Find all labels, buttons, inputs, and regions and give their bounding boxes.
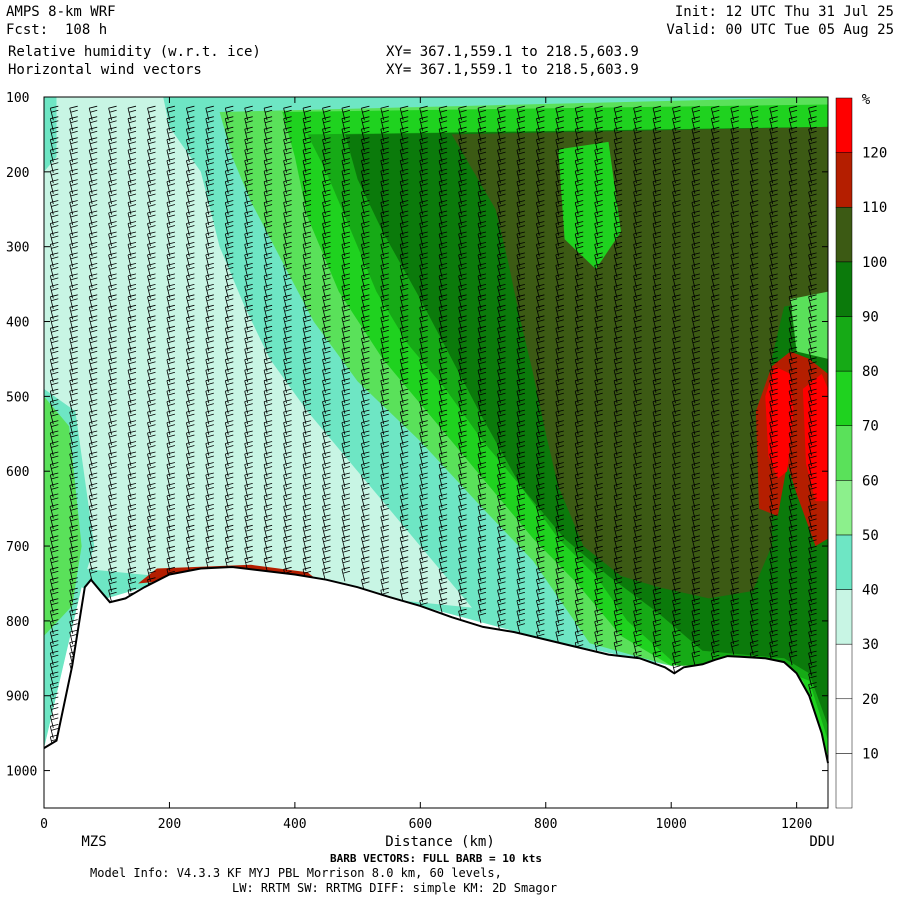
- y-tick-label: 1000: [6, 765, 37, 780]
- colorbar-tick-label: 30: [862, 637, 879, 653]
- colorbar-swatch: [835, 643, 853, 700]
- y-tick-label: 900: [6, 690, 29, 705]
- colorbar-tick-label: 60: [862, 473, 879, 489]
- wind-barb: [263, 556, 273, 571]
- wind-barb: [341, 566, 351, 582]
- y-tick-label: 400: [6, 316, 29, 331]
- y-tick-label: 100: [6, 91, 29, 106]
- x-tick-label: 1000: [656, 817, 687, 832]
- field-label-wind: Horizontal wind vectors: [8, 62, 202, 78]
- barb-caption: BARB VECTORS: FULL BARB = 10 kts: [330, 852, 542, 865]
- plot-frame: [43, 96, 829, 809]
- colorbar-swatch: [835, 534, 853, 590]
- field-label-rh: Relative humidity (w.r.t. ice): [8, 44, 261, 60]
- colorbar-swatch: [835, 480, 853, 536]
- colorbar-tick-label: 90: [862, 309, 879, 325]
- x-tick-label: 600: [409, 817, 432, 832]
- wind-barb: [788, 650, 798, 666]
- y-tick-label: 800: [6, 615, 29, 630]
- physics-info: LW: RRTM SW: RRTMG DIFF: simple KM: 2D S…: [232, 881, 557, 895]
- wind-barb: [808, 682, 817, 697]
- colorbar-swatch: [835, 753, 853, 809]
- x-tick-label: 400: [283, 817, 306, 832]
- rh-band-60-70: [790, 291, 828, 359]
- y-tick-label: 200: [6, 166, 29, 181]
- left-endpoint-label: MZS: [81, 834, 106, 850]
- colorbar-tick-label: 50: [862, 528, 879, 544]
- wind-barb: [516, 619, 526, 634]
- colorbar-tick-label: 40: [862, 583, 879, 599]
- x-tick-label: 1200: [781, 817, 812, 832]
- terrain-fill: [44, 567, 828, 808]
- wind-barb: [730, 640, 739, 655]
- colorbar-swatch: [835, 261, 853, 317]
- model-info: Model Info: V4.3.3 KF MYJ PBL Morrison 8…: [90, 866, 502, 880]
- y-tick-label: 600: [6, 465, 29, 480]
- wind-barb: [613, 640, 623, 655]
- colorbar-tick-label: 10: [862, 746, 879, 762]
- rh-band-above-120: [802, 373, 828, 502]
- colorbar-swatch: [835, 425, 853, 481]
- x-tick-label: 0: [40, 817, 48, 832]
- wind-barb: [438, 598, 448, 613]
- xy-range-2: XY= 367.1,559.1 to 218.5,603.9: [386, 62, 639, 78]
- terrain-surface-line: [43, 565, 829, 764]
- wind-barb: [186, 556, 195, 571]
- colorbar-tick-label: 20: [862, 692, 879, 708]
- wind-barb: [108, 587, 117, 603]
- wind-barb: [691, 650, 701, 666]
- model-title: AMPS 8-km WRF: [6, 4, 116, 20]
- y-tick-label: 500: [6, 390, 29, 405]
- rh-band-100-110: [451, 126, 828, 599]
- colorbar-tick-label: 100: [862, 255, 887, 271]
- colorbar-unit: %: [862, 92, 871, 108]
- colorbar-swatch: [835, 698, 853, 754]
- x-axis-label: Distance (km): [385, 834, 495, 850]
- x-tick-label: 800: [534, 817, 557, 832]
- right-endpoint-label: DDU: [809, 834, 834, 850]
- colorbar-tick-label: 120: [862, 146, 887, 162]
- colorbar-tick-label: 70: [862, 419, 879, 435]
- rh-band-40-50: [81, 568, 829, 764]
- colorbar-swatch: [835, 97, 853, 153]
- xy-range-1: XY= 367.1,559.1 to 218.5,603.9: [386, 44, 639, 60]
- y-tick-label: 300: [6, 241, 29, 256]
- y-tick-label: 700: [6, 540, 29, 555]
- rh-band-70-80: [558, 141, 621, 270]
- rh-band-60-70: [44, 396, 82, 636]
- colorbar-swatch: [835, 589, 853, 645]
- valid-time: Valid: 00 UTC Tue 05 Aug 25: [666, 22, 894, 38]
- colorbar-swatch: [835, 206, 853, 263]
- colorbar-swatch: [835, 370, 853, 426]
- wind-barb: [477, 608, 487, 624]
- colorbar-swatch: [835, 152, 853, 208]
- init-time: Init: 12 UTC Thu 31 Jul 25: [674, 4, 894, 20]
- x-tick-label: 200: [158, 817, 181, 832]
- colorbar-swatch: [835, 316, 853, 372]
- colorbar-tick-label: 80: [862, 364, 879, 380]
- colorbar-tick-label: 110: [862, 200, 887, 216]
- forecast-hour: Fcst: 108 h: [6, 22, 108, 38]
